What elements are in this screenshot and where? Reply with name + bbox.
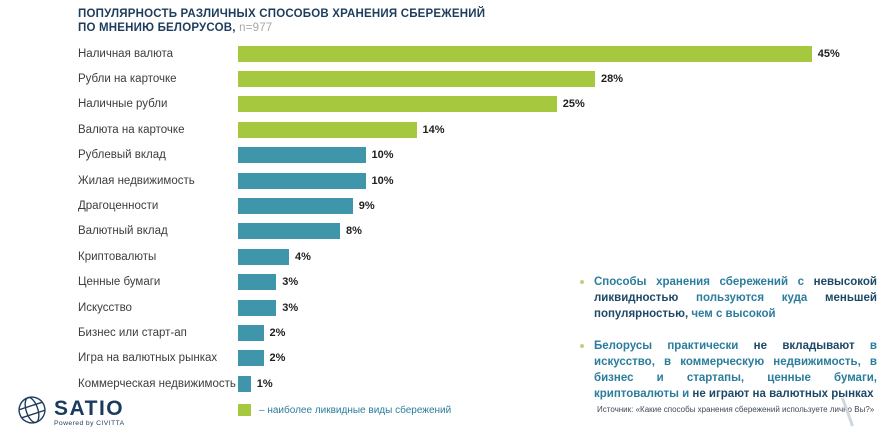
bar <box>238 248 289 265</box>
category-label: Драгоценности <box>78 200 159 213</box>
chart-row: Рублевый вклад 10% <box>78 143 840 168</box>
chart-row: Валюта на карточке 14% <box>78 117 840 142</box>
category-label: Ценные бумаги <box>78 276 161 289</box>
value-label: 2% <box>269 326 286 339</box>
insight-text: Белорусы практически <box>594 340 754 352</box>
insight-text: пользуются куда <box>678 292 826 304</box>
insight-text: не вкладывают <box>753 340 855 352</box>
bar <box>238 274 277 291</box>
value-label: 14% <box>422 123 445 136</box>
chart-row: Игра на валютных рынках 2% <box>78 346 840 371</box>
chart-row: Ценные бумаги 3% <box>78 270 840 295</box>
logo-name: SATIO <box>54 396 125 420</box>
value-label: 9% <box>358 200 375 213</box>
category-label: Криптовалюты <box>78 250 157 263</box>
value-label: 8% <box>346 225 362 238</box>
bar <box>238 172 366 189</box>
value-label: 10% <box>371 174 394 187</box>
category-label: Рубли на карточке <box>78 73 177 86</box>
category-label: Валютный вклад <box>78 225 168 238</box>
logo-tagline: Powered by CIVITTA <box>54 419 125 427</box>
category-label: Наличные рубли <box>78 98 168 111</box>
bar <box>238 223 340 240</box>
chart-row: Жилая недвижимость 10% <box>78 168 840 193</box>
value-label: 45% <box>817 47 840 60</box>
value-label: 28% <box>601 73 624 86</box>
bullet-icon <box>580 344 584 348</box>
insight-text: чем с высокой <box>688 308 776 320</box>
category-label: Коммерческая недвижимость <box>78 377 236 390</box>
chart-title-line2: ПО МНЕНИЮ БЕЛОРУСОВ, n=977 <box>78 22 273 34</box>
value-label: 1% <box>256 377 273 390</box>
insight-bullet: Способы хранения сбережений с невысокой … <box>577 274 877 322</box>
bar <box>238 299 277 316</box>
chart-row: Наличная валюта 45% <box>78 41 840 66</box>
bar <box>238 350 264 367</box>
chart-row: Драгоценности 9% <box>78 193 840 218</box>
value-label: 2% <box>269 352 286 365</box>
insight-text: в искусство, в коммерческую недвижимость… <box>594 340 877 400</box>
bar <box>238 121 417 138</box>
legend-label: – наиболее ликвидные виды сбережений <box>259 404 452 416</box>
insight-text: Способы хранения сбережений с <box>594 276 814 288</box>
value-label: 3% <box>282 276 299 289</box>
bar <box>238 71 595 88</box>
category-label: Наличная валюта <box>78 47 173 60</box>
satio-logo: SATIO Powered by CIVITTA <box>14 392 125 433</box>
category-label: Игра на валютных рынках <box>78 352 218 365</box>
chart-row: Наличные рубли 25% <box>78 92 840 117</box>
value-label: 3% <box>282 301 299 314</box>
category-label: Искусство <box>78 301 132 314</box>
bar <box>238 375 251 392</box>
insight-text: не играют на валютных рынках <box>692 388 874 400</box>
value-label: 10% <box>371 149 394 162</box>
sample-size: n=977 <box>239 22 273 34</box>
insight-text: невысокой ликвидностью <box>594 276 877 304</box>
insight-text: меньшей популярностью, <box>594 292 877 320</box>
category-label: Бизнес или старт-ап <box>78 326 187 339</box>
category-label: Валюта на карточке <box>78 123 185 136</box>
chart-row: Рубли на карточке 28% <box>78 66 840 91</box>
category-label: Жилая недвижимость <box>78 174 195 187</box>
chart-row: Бизнес или старт-ап 2% <box>78 320 840 345</box>
value-label: 25% <box>562 98 585 111</box>
chart-row: Валютный вклад 8% <box>78 219 840 244</box>
legend-swatch <box>238 404 251 416</box>
insights-panel: Способы хранения сбережений с невысокой … <box>577 274 877 418</box>
bar <box>238 147 366 164</box>
value-label: 4% <box>295 250 311 263</box>
bar <box>238 198 353 215</box>
bar-chart: Наличная валюта 45% Рубли на карточке 28% На… <box>78 41 840 396</box>
insight-bullet: Белорусы практически не вкладывают в иск… <box>577 338 877 402</box>
category-label: Рублевый вклад <box>78 149 166 162</box>
chart-row: Криптовалюты 4% <box>78 244 840 269</box>
logo-text: SATIO Powered by CIVITTA <box>54 396 125 427</box>
chart-title-line1: ПОПУЛЯРНОСТЬ РАЗЛИЧНЫХ СПОСОБОВ ХРАНЕНИЯ… <box>78 8 486 20</box>
bar <box>238 45 812 62</box>
chart-row: Искусство 3% <box>78 295 840 320</box>
bar <box>238 324 264 341</box>
source-note: Источник: «Какие способы хранения сбереж… <box>597 405 875 414</box>
chart-row: Коммерческая недвижимость 1% <box>78 371 840 396</box>
legend: – наиболее ликвидные виды сбережений <box>238 404 451 416</box>
chart-title: ПОПУЛЯРНОСТЬ РАЗЛИЧНЫХ СПОСОБОВ ХРАНЕНИЯ… <box>78 7 485 35</box>
globe-icon <box>14 392 50 433</box>
bullet-icon <box>580 280 584 284</box>
bar <box>238 96 557 113</box>
